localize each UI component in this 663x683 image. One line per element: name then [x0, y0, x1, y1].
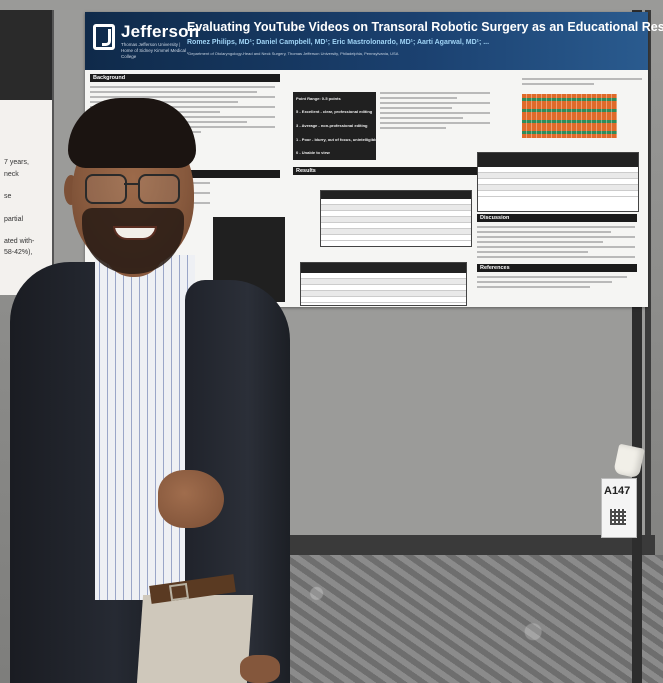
hair [68, 98, 196, 168]
glasses-lens-left [85, 174, 127, 204]
poster-header: Jefferson Thomas Jefferson University | … [85, 12, 663, 70]
section-background: Background [90, 74, 280, 82]
rating-row: Point Range: 0-5 points [296, 96, 341, 101]
adjacent-poster-line: partial [4, 216, 24, 223]
rating-row: 3 - Average - non-professional editing [296, 123, 368, 128]
adjacent-poster: 7 years, neck se partial ated with- 58-4… [0, 10, 54, 295]
rating-descriptions [380, 92, 490, 132]
placard-id: A147 [604, 485, 631, 497]
adjacent-poster-band [0, 10, 52, 100]
comparison-table [477, 152, 639, 212]
adjacent-poster-line: se [4, 193, 12, 200]
section-discussion: Discussion [477, 214, 637, 222]
trousers [136, 595, 254, 683]
logo-text: Jefferson [121, 22, 200, 41]
figure-caption [522, 78, 642, 88]
heatmap-figure [522, 94, 617, 138]
rating-row: 5 - Excellent - clear, professional edit… [296, 109, 373, 114]
belt-buckle [168, 582, 190, 602]
adjacent-poster-line: 58-42%), [4, 249, 33, 256]
references-text [477, 276, 627, 291]
poster-authors: Romez Philips, MD¹; Daniel Campbell, MD¹… [187, 39, 490, 46]
glasses-bridge [124, 183, 138, 185]
rating-row: 0 - Unable to view [296, 150, 330, 155]
hand [158, 470, 224, 528]
qr-code-icon [610, 509, 626, 525]
poster-affiliation: ¹Department of Otolaryngology-Head and N… [187, 51, 399, 56]
quality-table [300, 262, 467, 306]
carpet-floor [230, 555, 663, 683]
adjacent-poster-line: ated with- [4, 238, 35, 245]
striped-shirt [95, 255, 195, 600]
uploader-table [320, 190, 472, 247]
hand-lower [240, 655, 280, 683]
board-pole [632, 10, 642, 683]
rating-row: 1 - Poor - blurry, out of focus, unintel… [296, 137, 378, 142]
rating-scale-box: Point Range: 0-5 points 5 - Excellent - … [293, 92, 378, 160]
poster-placard: A147 [601, 478, 637, 538]
glasses-lens-right [138, 174, 180, 204]
adjacent-poster-line: neck [4, 171, 19, 178]
adjacent-poster-line: 7 years, [4, 159, 29, 166]
discussion-text [477, 226, 635, 261]
section-references: References [477, 264, 637, 272]
poster-title: Evaluating YouTube Videos on Transoral R… [187, 20, 663, 34]
jefferson-logo-icon [93, 24, 115, 50]
section-results: Results [293, 167, 503, 175]
logo-subtitle: Thomas Jefferson University | Home of Si… [121, 42, 187, 59]
